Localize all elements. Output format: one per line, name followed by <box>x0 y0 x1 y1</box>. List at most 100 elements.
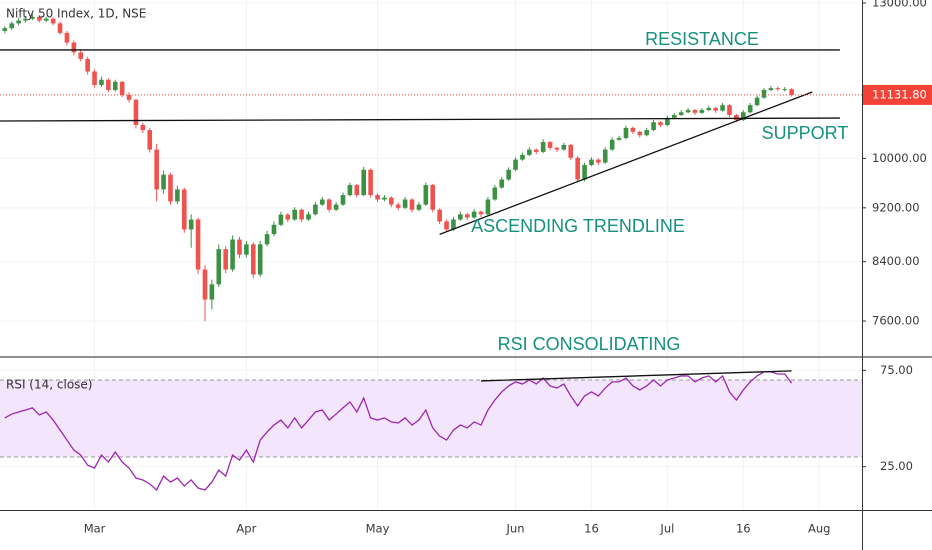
candle-body <box>506 169 511 180</box>
candle-body <box>699 110 705 113</box>
candle-body <box>161 174 166 190</box>
candle-body <box>271 224 277 235</box>
candle-body <box>389 197 394 205</box>
candle-body <box>230 239 235 270</box>
candle-body <box>513 159 518 170</box>
candle-body <box>747 105 753 113</box>
x-tick-label: Apr <box>236 522 256 536</box>
candle-body <box>437 209 442 222</box>
grid <box>0 0 862 510</box>
annotation: RSI CONSOLIDATING <box>498 334 681 354</box>
candle-body <box>768 88 774 90</box>
candle-body <box>78 52 84 59</box>
candle-body <box>520 154 525 160</box>
candle-body <box>188 219 194 230</box>
candle-body <box>43 18 49 21</box>
trend-line <box>439 91 813 235</box>
candle-body <box>782 89 788 91</box>
candle-body <box>527 149 532 155</box>
candle-body <box>713 107 718 111</box>
candle-body <box>692 110 698 113</box>
candle-body <box>278 214 284 225</box>
candle-body <box>478 211 484 215</box>
candle-body <box>140 125 146 131</box>
candle-body <box>133 99 139 126</box>
candle-body <box>458 214 463 220</box>
candle-body <box>471 211 477 218</box>
candle-body <box>37 16 42 21</box>
candle-body <box>678 112 684 116</box>
indicator-label: RSI (14, close) <box>6 378 92 392</box>
candle-body <box>637 131 643 136</box>
candle-body <box>720 105 725 111</box>
candle-body <box>85 58 90 72</box>
candle-body <box>223 249 228 270</box>
candle-body <box>23 18 28 21</box>
trend-line <box>481 370 792 382</box>
candle-body <box>671 115 677 118</box>
last-price-label: 11131.80 <box>872 87 927 101</box>
candle-body <box>250 244 256 275</box>
candle-body <box>644 130 649 136</box>
candle-body <box>57 23 63 33</box>
x-tick-label: Jun <box>506 522 525 536</box>
candle-body <box>430 185 436 210</box>
candle-body <box>181 189 187 230</box>
candle-body <box>264 234 270 245</box>
candle-body <box>665 117 670 126</box>
candle-body <box>313 204 318 215</box>
candle-body <box>168 174 173 202</box>
candle-body <box>451 219 456 230</box>
candle-body <box>609 139 615 150</box>
candle-body <box>685 110 691 113</box>
candle-body <box>602 149 608 163</box>
candle-body <box>154 149 159 190</box>
annotation: ASCENDING TRENDLINE <box>471 216 685 236</box>
candle-body <box>106 79 111 90</box>
candle-body <box>202 269 208 300</box>
x-tick-label: 16 <box>584 522 599 536</box>
candle-body <box>216 249 222 285</box>
candle-body <box>775 88 781 90</box>
candle-body <box>119 81 125 96</box>
candle-body <box>740 112 746 121</box>
candle-body <box>257 244 263 275</box>
candle-body <box>16 20 21 24</box>
y-tick-label: 10000.00 <box>872 151 927 165</box>
rsi-line <box>4 371 793 492</box>
candle-body <box>499 179 505 188</box>
candle-body <box>582 164 587 180</box>
candle-body <box>147 130 153 150</box>
candle-body <box>126 95 132 100</box>
candle-body <box>409 199 415 210</box>
y-tick-label: 7600.00 <box>872 313 920 327</box>
candle-body <box>547 142 553 148</box>
candle-body <box>630 127 636 132</box>
candle-body <box>568 144 574 158</box>
candle-body <box>354 185 360 196</box>
candle-body <box>589 159 594 165</box>
candle-body <box>382 197 387 200</box>
candle-body <box>71 42 77 53</box>
candle-body <box>99 79 104 85</box>
candle-body <box>540 142 546 152</box>
candle-body <box>761 89 767 98</box>
candle-body <box>64 32 70 43</box>
candle-body <box>340 195 346 205</box>
rsi-band <box>0 379 862 458</box>
candle-body <box>244 244 249 255</box>
candle-body <box>237 239 242 255</box>
candle-body <box>789 89 794 95</box>
annotation: SUPPORT <box>762 123 849 143</box>
candle-body <box>658 122 663 126</box>
annotation: RESISTANCE <box>645 29 759 49</box>
candle-body <box>734 115 739 121</box>
candle-body <box>575 157 580 180</box>
candle-body <box>368 169 373 196</box>
candle-body <box>292 209 297 220</box>
candle-body <box>533 149 539 152</box>
x-tick-label: Jul <box>659 522 674 536</box>
last-price-box <box>863 84 932 105</box>
candle-body <box>554 147 560 150</box>
